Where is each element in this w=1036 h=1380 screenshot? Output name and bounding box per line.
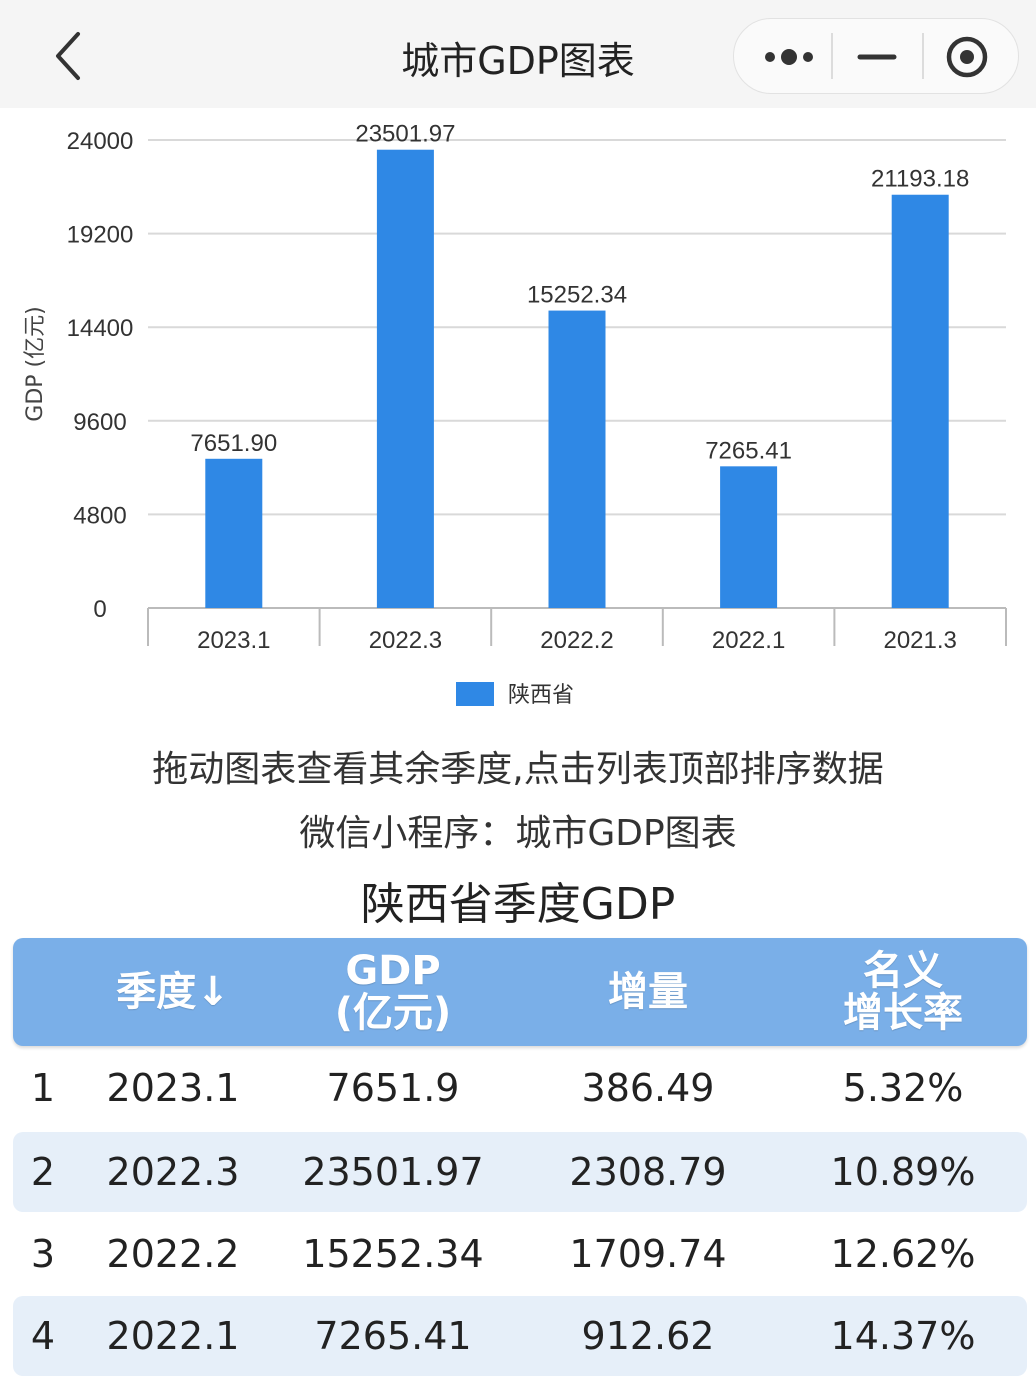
close-button[interactable] [934,27,1006,87]
x-tick-label: 2023.1 [197,627,270,654]
rank-cell: 3 [30,1232,56,1276]
bar-value-label: 15252.34 [527,282,627,309]
increase-cell: 912.62 [581,1314,715,1358]
drag-hint-text: 拖动图表查看其余季度,点击列表顶部排序数据 [152,749,884,790]
table-title: 陕西省季度GDP [360,879,676,930]
more-dots-icon [765,49,813,65]
back-button[interactable] [48,28,94,84]
bar [720,466,778,608]
sort-gdp-header[interactable]: GDP (亿元) [283,938,503,1046]
minimize-button[interactable] [842,27,914,87]
growth-header-line2: 增长率 [843,990,963,1036]
bar [205,458,263,608]
y-tick-label: 9600 [73,409,126,436]
legend-label: 陕西省 [508,683,574,708]
top-navigation-bar: 城市GDP图表 [0,0,1036,108]
gdp-header-line1: GDP [345,948,441,994]
bar-value-label: 7265.41 [705,437,792,464]
quarter-cell: 2022.1 [106,1314,240,1358]
legend-swatch [456,682,494,706]
table-header: 季度↓ GDP (亿元) 增量 名义 增长率 [13,938,1027,1046]
sort-growth-header[interactable]: 名义 增长率 [793,938,1013,1046]
close-target-icon [946,36,988,78]
growth-header-line1: 名义 [863,948,943,994]
y-axis-title: GDP (亿元) [23,306,48,421]
bar [548,310,606,608]
x-tick-label: 2022.3 [369,627,442,654]
minimize-icon [857,54,897,60]
y-tick-label: 19200 [67,222,134,249]
x-tick-label: 2022.1 [712,627,785,654]
y-tick-label: 4800 [73,502,126,529]
more-button[interactable] [750,27,830,87]
bar [376,149,434,608]
growth-cell: 12.62% [830,1232,976,1276]
sort-quarter-header[interactable]: 季度↓ [116,969,230,1015]
rank-cell: 2 [30,1150,56,1194]
gdp-bar-chart[interactable]: 0 4800 9600 14400 19200 24000 GDP (亿元) 7651.90 2… [0,108,1036,728]
gdp-header-line2: (亿元) [334,990,452,1036]
increase-cell: 2308.79 [569,1150,727,1194]
quarter-cell: 2023.1 [106,1066,240,1110]
quarter-cell: 2022.3 [106,1150,240,1194]
table-row: 1 2023.1 7651.9 386.49 5.32% [13,1048,1027,1128]
rank-cell: 1 [30,1066,56,1110]
bar-value-label: 23501.97 [355,121,455,148]
table-row: 3 2022.2 15252.34 1709.74 12.62% [13,1214,1027,1294]
increase-cell: 1709.74 [569,1232,727,1276]
rank-cell: 4 [30,1314,56,1358]
gdp-cell: 7265.41 [314,1314,472,1358]
bar-value-label: 21193.18 [871,166,969,193]
quarter-cell: 2022.2 [106,1232,240,1276]
capsule-divider [922,33,924,79]
growth-cell: 14.37% [830,1314,976,1358]
gdp-cell: 23501.97 [302,1150,484,1194]
y-tick-label: 14400 [67,315,134,342]
bar-value-label: 7651.90 [190,430,277,457]
back-chevron-icon [56,32,80,80]
growth-cell: 10.89% [830,1150,976,1194]
increase-cell: 386.49 [581,1066,715,1110]
sort-increase-header[interactable]: 增量 [608,969,688,1015]
y-tick-label: 24000 [67,128,134,155]
page-title: 城市GDP图表 [401,39,635,83]
mini-program-hint-text: 微信小程序：城市GDP图表 [299,813,737,854]
gdp-cell: 15252.34 [302,1232,484,1276]
growth-cell: 5.32% [842,1066,964,1110]
x-tick-label: 2022.2 [540,627,613,654]
capsule-divider [831,33,833,79]
y-tick-label: 0 [93,596,106,623]
gdp-cell: 7651.9 [326,1066,460,1110]
x-tick-label: 2021.3 [883,627,956,654]
chart-svg: 0 4800 9600 14400 19200 24000 GDP (亿元) 7651.90 2… [23,121,1007,708]
table-row: 2 2022.3 23501.97 2308.79 10.89% [13,1132,1027,1212]
bar [891,194,949,609]
mini-program-capsule [733,18,1019,94]
table-row: 4 2022.1 7265.41 912.62 14.37% [13,1296,1027,1376]
